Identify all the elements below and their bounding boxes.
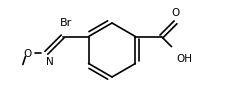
Text: O: O (23, 49, 31, 59)
Text: OH: OH (177, 54, 192, 64)
Text: Br: Br (59, 18, 72, 27)
Text: N: N (46, 57, 54, 67)
Text: O: O (171, 8, 180, 18)
